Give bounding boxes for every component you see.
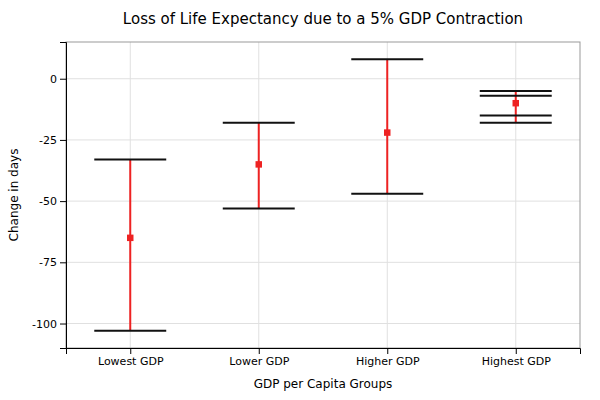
tick-mark <box>259 348 260 354</box>
title: Loss of Life Expectancy due to a 5% GDP … <box>123 10 523 28</box>
marks <box>94 59 551 331</box>
tick-mark <box>60 140 66 141</box>
plot-frame <box>66 42 580 348</box>
tick-label: -25 <box>39 134 57 147</box>
inner-cap <box>480 114 552 116</box>
tick-mark <box>130 348 131 354</box>
tick: Lowest GDP <box>98 348 164 368</box>
tick: -75 <box>39 256 66 269</box>
tick-mark <box>60 201 66 202</box>
tick-label: 0 <box>50 73 57 86</box>
lower-cap <box>94 330 166 332</box>
plot: -100 -75 -50 -25 0 Lowest GDP Lower GDP Higher … <box>32 42 580 368</box>
tick: Lower GDP <box>229 348 289 368</box>
tick-mark <box>60 262 66 263</box>
grid-line <box>66 201 580 202</box>
tick: Highest GDP <box>482 348 552 368</box>
grid-line <box>387 42 388 348</box>
grid-line <box>515 42 516 348</box>
tick-label: -75 <box>39 256 57 269</box>
axis-line <box>60 43 67 349</box>
tick: -25 <box>39 134 66 147</box>
inner-cap <box>480 95 552 97</box>
lower-cap <box>480 122 552 124</box>
y-axis: -100 -75 -50 -25 0 <box>32 43 66 349</box>
tick-label: Lowest GDP <box>98 355 164 368</box>
tick-label: Higher GDP <box>356 355 420 368</box>
interval-line <box>386 59 388 194</box>
grid-line <box>66 78 580 79</box>
upper-cap <box>480 90 552 92</box>
center-point <box>127 235 133 241</box>
tick-mark <box>387 348 388 354</box>
tick-label: Highest GDP <box>482 355 552 368</box>
tick-label: -50 <box>39 195 57 208</box>
upper-cap <box>94 159 166 161</box>
x-axis: Lowest GDP Lower GDP Higher GDP Highest GDP <box>67 348 581 368</box>
tick-label: Lower GDP <box>229 355 289 368</box>
tick-label: -100 <box>32 318 57 331</box>
interval-line <box>129 160 131 331</box>
upper-cap <box>223 122 295 124</box>
lower-cap <box>351 193 423 195</box>
tick-mark <box>60 79 66 80</box>
grid <box>66 42 580 348</box>
upper-cap <box>351 58 423 60</box>
tick-mark <box>60 324 66 325</box>
tick: -50 <box>39 195 66 208</box>
axis-line <box>67 349 581 355</box>
tick-mark <box>516 348 517 354</box>
grid-line <box>66 323 580 324</box>
tick: -100 <box>32 318 66 331</box>
center-point <box>384 129 390 135</box>
center-point <box>513 100 519 106</box>
grid-line <box>130 42 131 348</box>
grid-line <box>66 139 580 140</box>
chart: -100 -75 -50 -25 0 Lowest GDP Lower GDP Higher … <box>0 0 600 400</box>
grid-line <box>66 262 580 263</box>
y-axis-title: Change in days <box>7 149 21 242</box>
lower-cap <box>223 207 295 209</box>
center-point <box>256 161 262 167</box>
grid-line <box>258 42 259 348</box>
tick: 0 <box>50 73 66 86</box>
tick: Higher GDP <box>356 348 420 368</box>
x-axis-title: GDP per Capita Groups <box>254 377 393 391</box>
